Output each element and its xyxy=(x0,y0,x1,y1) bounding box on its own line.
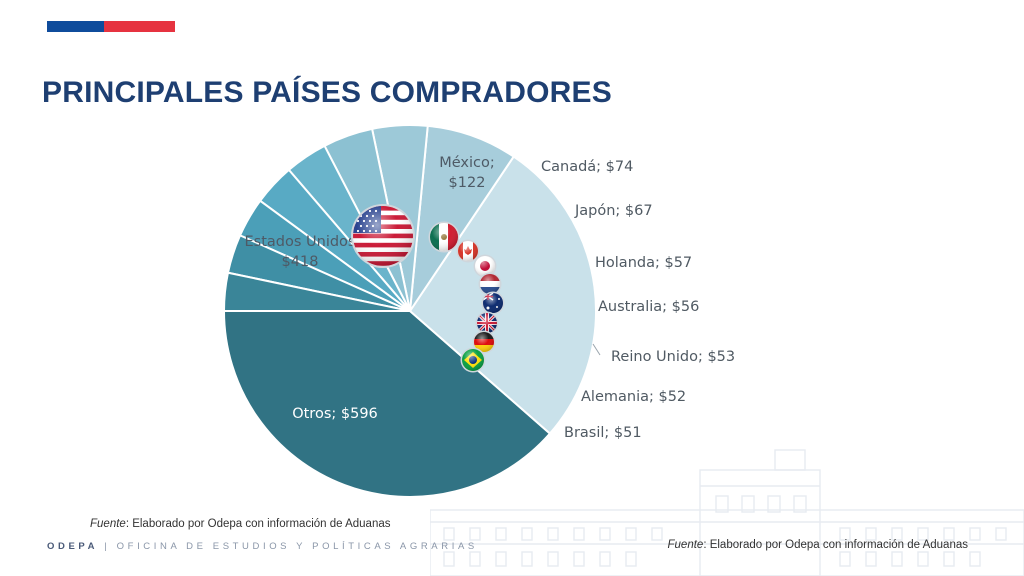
netherlands-flag-icon xyxy=(478,272,502,296)
canada-flag-icon xyxy=(456,239,480,263)
pie-slice-otros xyxy=(222,310,552,498)
label-australia: Australia; $56 xyxy=(598,299,699,315)
australia-flag-icon xyxy=(481,291,505,315)
flag-stripe-red xyxy=(104,21,175,32)
germany-flag-icon xyxy=(472,330,496,354)
footer-separator: | xyxy=(104,541,111,552)
footer-source-note: Fuente: Elaborado por Odepa con informac… xyxy=(668,539,969,551)
label-canada: Canadá; $74 xyxy=(541,159,633,175)
flag-stripe-blue xyxy=(47,21,104,32)
label-mexico-value: $122 xyxy=(449,175,486,191)
pie-slice-brasil xyxy=(222,271,411,312)
footer-org: OFICINA DE ESTUDIOS Y POLÍTICAS AGRARIAS xyxy=(116,541,478,552)
pie-slice-m-xico xyxy=(409,124,516,312)
label-holanda: Holanda; $57 xyxy=(595,255,692,271)
footer-brand: ODEPA xyxy=(47,541,99,552)
page-title: PRINCIPALES PAÍSES COMPRADORES xyxy=(42,76,612,109)
japan-flag-icon xyxy=(473,254,497,278)
footer-source-prefix: Fuente xyxy=(667,539,704,551)
brazil-flag-icon xyxy=(460,347,486,373)
building-watermark xyxy=(430,449,1024,576)
mexico-flag-icon xyxy=(428,221,460,253)
label-brasil: Brasil; $51 xyxy=(564,425,642,441)
leader-line-reino-unido xyxy=(592,343,601,356)
source-text: : Elaborado por Odepa con información de… xyxy=(125,518,391,530)
label-alemania: Alemania; $52 xyxy=(581,389,686,405)
label-mexico: México; xyxy=(439,155,495,171)
label-estados-unidos-value: $418 xyxy=(282,254,319,270)
chart-source-note: Fuente: Elaborado por Odepa con informac… xyxy=(90,518,391,530)
source-prefix: Fuente xyxy=(90,518,126,530)
usa-flag-icon xyxy=(351,204,415,268)
label-estados-unidos: Estados Unidos xyxy=(245,234,356,250)
uk-flag-icon xyxy=(475,311,499,335)
flag-stripe-logo xyxy=(47,21,175,32)
pie-slice-estados-unidos xyxy=(408,155,597,435)
label-reino-unido: Reino Unido; $53 xyxy=(611,349,735,365)
label-japon: Japón; $67 xyxy=(574,203,653,219)
footer-bar: ODEPA | OFICINA DE ESTUDIOS Y POLÍTICAS … xyxy=(47,541,478,552)
footer-source-text: : Elaborado por Odepa con información de… xyxy=(703,539,968,551)
label-otros: Otros; $596 xyxy=(292,406,378,422)
